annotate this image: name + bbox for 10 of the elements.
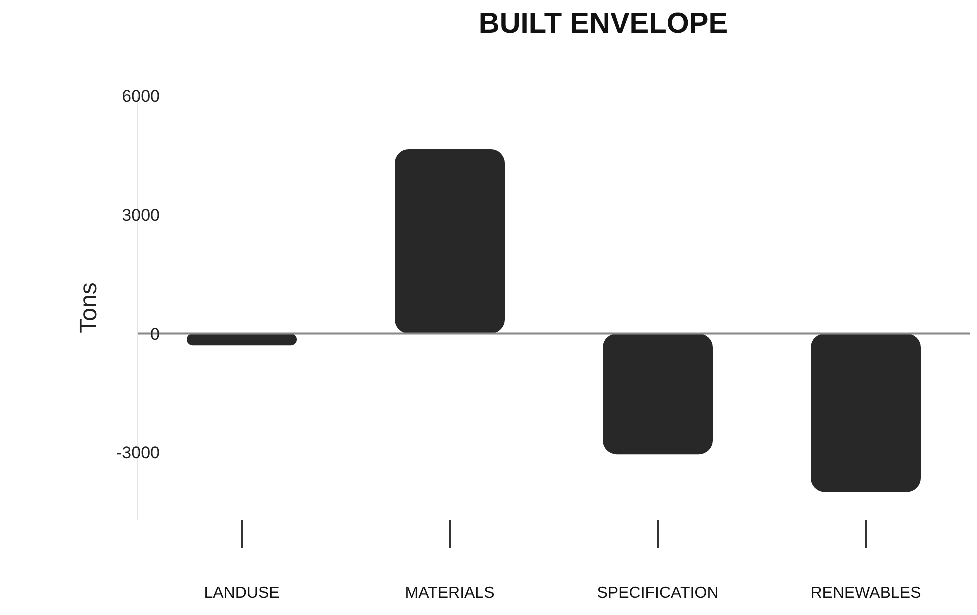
x-tick-label: MATERIALS (405, 585, 495, 602)
chart-title: BUILT ENVELOPE (478, 8, 730, 41)
y-tick-label: 6000 (122, 87, 160, 106)
y-tick-label: 0 (150, 324, 160, 344)
x-tick-label: LANDUSE (204, 585, 280, 602)
y-tick-label: -3000 (116, 444, 160, 463)
y-axis-title: Tons (76, 282, 103, 334)
y-tick-label: 3000 (122, 206, 160, 225)
x-tick-label: RENEWABLES (810, 585, 922, 602)
x-tick-label: SPECIFICATION (597, 585, 719, 602)
